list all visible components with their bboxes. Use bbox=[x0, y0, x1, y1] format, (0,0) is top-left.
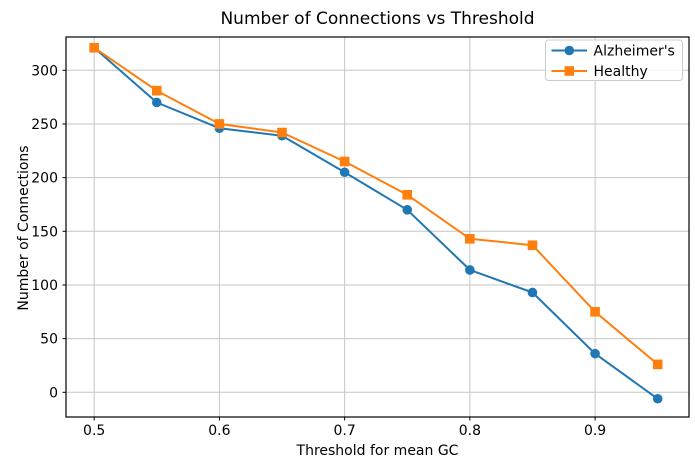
y-tick-label: 50 bbox=[40, 332, 58, 348]
x-axis-label: Threshold for mean GC bbox=[296, 443, 459, 459]
legend-label: Alzheimer's bbox=[594, 44, 675, 60]
data-point-marker-alzheimer-s bbox=[465, 265, 475, 275]
y-tick-label: 100 bbox=[31, 278, 58, 294]
series-line-healthy bbox=[93, 46, 659, 366]
x-tick-label: 0.6 bbox=[208, 423, 230, 439]
data-point-marker-healthy bbox=[277, 127, 287, 138]
y-tick-label: 200 bbox=[31, 171, 58, 187]
data-point-marker-alzheimer-s bbox=[590, 348, 600, 359]
data-point-marker-alzheimer-s bbox=[339, 167, 350, 178]
y-tick-label: 300 bbox=[31, 63, 58, 79]
legend-label: Healthy bbox=[594, 64, 648, 80]
data-point-marker-healthy bbox=[402, 189, 413, 200]
data-point-marker-alzheimer-s bbox=[527, 287, 538, 298]
x-tick-label: 0.7 bbox=[333, 423, 355, 439]
chart-title: Number of Connections vs Threshold bbox=[220, 9, 535, 29]
data-point-marker-healthy bbox=[151, 85, 162, 96]
data-point-marker-alzheimer-s bbox=[652, 393, 663, 404]
data-point-marker-healthy bbox=[89, 42, 99, 53]
x-tick-label: 0.8 bbox=[459, 423, 481, 439]
y-tick-label: 0 bbox=[49, 385, 58, 401]
x-tick-label: 0.5 bbox=[83, 423, 105, 439]
legend-marker-circle bbox=[564, 45, 575, 56]
y-tick-label: 250 bbox=[31, 117, 58, 133]
data-point-marker-healthy bbox=[590, 307, 600, 317]
data-point-marker-healthy bbox=[465, 234, 475, 244]
data-point-marker-alzheimer-s bbox=[151, 97, 162, 108]
y-tick-label: 150 bbox=[31, 224, 58, 240]
series-line-alzheimer-s bbox=[93, 46, 659, 400]
legend-marker-square bbox=[564, 66, 575, 76]
plot-border bbox=[65, 36, 690, 418]
x-tick-label: 0.9 bbox=[584, 423, 606, 439]
data-point-marker-healthy bbox=[339, 156, 350, 167]
data-point-marker-healthy bbox=[214, 119, 225, 129]
data-point-marker-healthy bbox=[527, 240, 538, 251]
data-point-marker-healthy bbox=[652, 359, 663, 370]
data-point-marker-alzheimer-s bbox=[402, 205, 413, 215]
